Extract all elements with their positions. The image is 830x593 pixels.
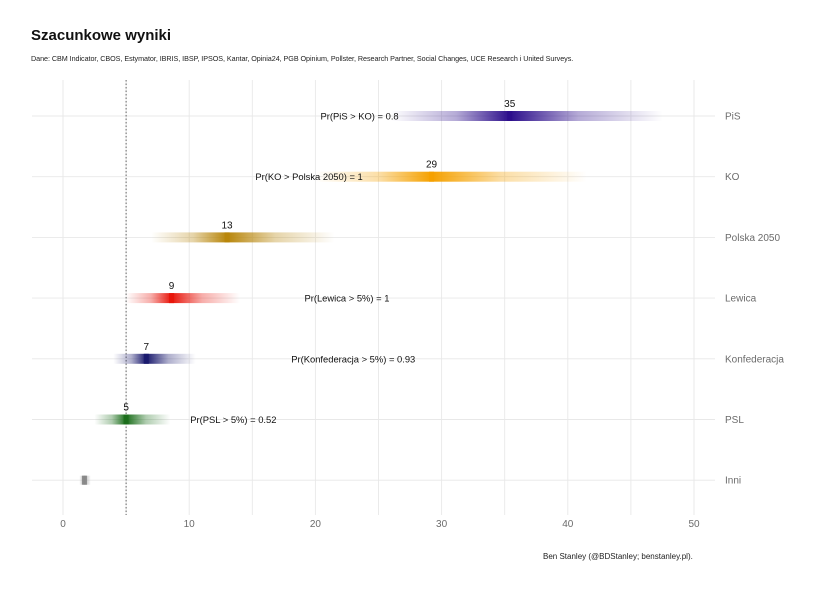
probability-annotation: Pr(KO > Polska 2050) = 1 bbox=[255, 171, 362, 182]
data-label: 7 bbox=[144, 342, 150, 353]
probability-annotation: Pr(Konfederacja > 5%) = 0.93 bbox=[291, 353, 415, 364]
data-label: 35 bbox=[504, 99, 516, 110]
data-label: 29 bbox=[426, 160, 438, 171]
party-label: PSL bbox=[725, 415, 744, 426]
x-tick-label: 30 bbox=[436, 519, 448, 530]
party-label: Polska 2050 bbox=[725, 233, 780, 244]
x-tick-label: 0 bbox=[60, 519, 66, 530]
interval-bar bbox=[391, 111, 663, 121]
party-label: Konfederacja bbox=[725, 354, 784, 365]
x-tick-label: 40 bbox=[562, 519, 574, 530]
probability-annotation: Pr(PSL > 5%) = 0.52 bbox=[190, 414, 276, 425]
estimate-marker bbox=[81, 475, 87, 485]
estimate-marker bbox=[429, 171, 435, 182]
chart-subtitle: Dane: CBM Indicator, CBOS, Estymator, IB… bbox=[31, 54, 574, 63]
estimate-marker bbox=[507, 111, 513, 121]
chart-caption: Ben Stanley (@BDStanley; benstanley.pl). bbox=[543, 552, 693, 561]
party-label: KO bbox=[725, 172, 740, 183]
party-label: Inni bbox=[725, 476, 741, 487]
interval-bar bbox=[94, 414, 171, 425]
estimate-marker bbox=[169, 293, 175, 304]
x-tick-label: 20 bbox=[310, 519, 322, 530]
data-label: 9 bbox=[169, 281, 175, 292]
estimate-marker bbox=[123, 414, 129, 425]
probability-annotation: Pr(Lewica > 5%) = 1 bbox=[304, 293, 389, 304]
interval-bar bbox=[113, 353, 196, 364]
estimate-marker bbox=[143, 353, 149, 364]
party-label: PiS bbox=[725, 112, 741, 123]
probability-annotation: Pr(PiS > KO) = 0.8 bbox=[320, 111, 398, 122]
x-tick-label: 50 bbox=[688, 519, 700, 530]
party-label: Lewica bbox=[725, 294, 757, 305]
chart-title: Szacunkowe wyniki bbox=[31, 27, 172, 44]
data-label: 13 bbox=[221, 220, 233, 231]
x-tick-label: 10 bbox=[184, 519, 196, 530]
interval-bar bbox=[151, 232, 335, 243]
estimate-marker bbox=[224, 232, 230, 243]
interval-bar bbox=[126, 293, 240, 304]
data-label: 5 bbox=[123, 403, 129, 414]
interval-bar bbox=[315, 171, 587, 182]
